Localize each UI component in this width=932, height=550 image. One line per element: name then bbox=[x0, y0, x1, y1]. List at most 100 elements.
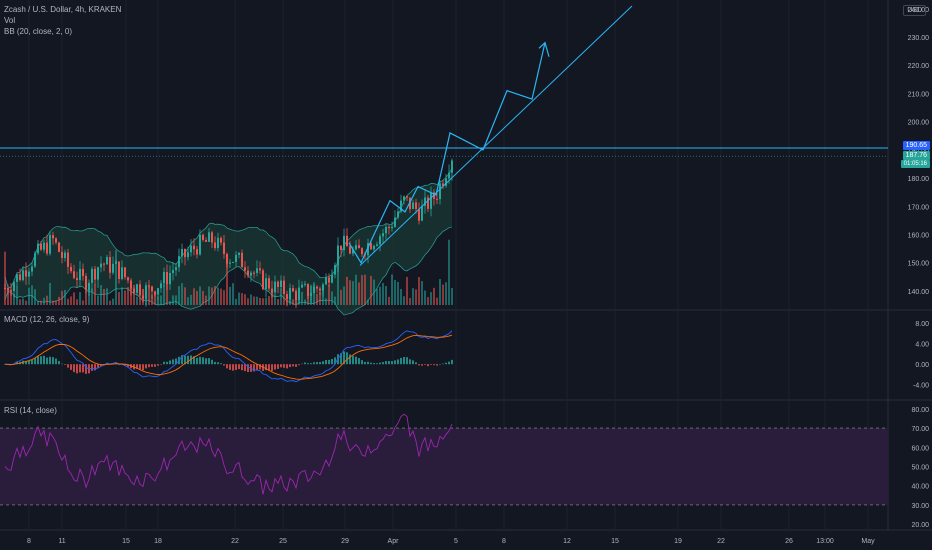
volume-bar bbox=[118, 291, 120, 305]
volume-bar bbox=[358, 282, 360, 305]
macd-histogram-bar bbox=[196, 357, 198, 365]
volume-bar bbox=[313, 283, 315, 305]
macd-histogram-bar bbox=[199, 356, 201, 365]
macd-histogram-bar bbox=[217, 362, 219, 365]
candle-body bbox=[442, 183, 444, 186]
candle-body bbox=[322, 284, 324, 291]
rsi-tick-label: 70.00 bbox=[911, 426, 929, 433]
candle-body bbox=[430, 192, 432, 209]
candle-body bbox=[355, 245, 357, 250]
macd-histogram-bar bbox=[58, 361, 60, 365]
candle-body bbox=[340, 245, 342, 251]
candle-body bbox=[253, 272, 255, 274]
volume-bar bbox=[415, 289, 417, 305]
bollinger-legend[interactable]: BB (20, close, 2, 0) bbox=[4, 27, 73, 36]
macd-histogram-bar bbox=[91, 364, 93, 371]
volume-bar bbox=[412, 288, 414, 305]
line-price-tag: 190.65 bbox=[902, 141, 930, 150]
volume-bar bbox=[325, 298, 327, 305]
volume-bar bbox=[247, 298, 249, 305]
volume-bar bbox=[4, 251, 6, 305]
candle-body bbox=[37, 243, 39, 254]
macd-histogram-bar bbox=[235, 364, 237, 370]
volume-bar bbox=[364, 274, 366, 305]
macd-histogram-bar bbox=[322, 361, 324, 365]
candle-body bbox=[175, 267, 177, 271]
macd-histogram-bar bbox=[391, 361, 393, 365]
macd-histogram-bar bbox=[274, 364, 276, 370]
volume-bar bbox=[43, 297, 45, 305]
candle-body bbox=[181, 248, 183, 257]
candle-body bbox=[304, 283, 306, 285]
volume-bar bbox=[403, 296, 405, 305]
price-tick-label: 170.00 bbox=[908, 204, 930, 211]
macd-histogram-bar bbox=[202, 357, 204, 365]
candle-body bbox=[4, 288, 6, 290]
volume-bar bbox=[151, 294, 153, 305]
macd-histogram-bar bbox=[364, 361, 366, 365]
volume-bar bbox=[211, 287, 213, 305]
candle-body bbox=[61, 251, 63, 258]
candle-body bbox=[223, 242, 225, 254]
volume-legend[interactable]: Vol bbox=[4, 16, 16, 25]
rsi-legend[interactable]: RSI (14, close) bbox=[4, 406, 57, 415]
macd-histogram-bar bbox=[301, 363, 303, 365]
volume-bar bbox=[85, 290, 87, 305]
candle-body bbox=[319, 288, 321, 291]
macd-histogram-bar bbox=[52, 357, 54, 365]
macd-histogram-bar bbox=[145, 364, 147, 369]
macd-histogram-bar bbox=[46, 357, 48, 365]
macd-legend[interactable]: MACD (12, 26, close, 9) bbox=[4, 315, 90, 324]
symbol-title[interactable]: Zcash / U.S. Dollar, 4h, KRAKEN bbox=[4, 5, 122, 14]
candle-body bbox=[154, 291, 156, 295]
macd-histogram-bar bbox=[184, 355, 186, 365]
macd-histogram-bar bbox=[355, 356, 357, 365]
macd-histogram-bar bbox=[268, 364, 270, 371]
volume-bar bbox=[376, 288, 378, 305]
volume-bar bbox=[373, 279, 375, 305]
macd-histogram-bar bbox=[64, 364, 66, 365]
candle-body bbox=[385, 226, 387, 234]
macd-histogram-bar bbox=[70, 364, 72, 370]
candle-body bbox=[421, 205, 423, 221]
macd-histogram-bar bbox=[28, 360, 30, 365]
currency-button[interactable]: USD bbox=[903, 5, 926, 16]
macd-tick-label: -4.00 bbox=[913, 383, 929, 390]
macd-histogram-bar bbox=[76, 364, 78, 374]
candle-body bbox=[445, 178, 447, 186]
volume-bar bbox=[304, 299, 306, 305]
macd-histogram-bar bbox=[352, 355, 354, 365]
candle-body bbox=[172, 270, 174, 274]
macd-histogram-bar bbox=[169, 360, 171, 365]
candle-body bbox=[349, 246, 351, 254]
time-tick-label: 8 bbox=[502, 538, 506, 545]
volume-bar bbox=[34, 289, 36, 305]
candle-body bbox=[388, 226, 390, 229]
macd-histogram-bar bbox=[151, 364, 153, 367]
candle-body bbox=[193, 245, 195, 250]
volume-bar bbox=[340, 289, 342, 305]
volume-bar bbox=[271, 292, 273, 305]
candle-body bbox=[124, 267, 126, 278]
macd-histogram-bar bbox=[181, 355, 183, 365]
candle-body bbox=[367, 243, 369, 256]
macd-histogram-bar bbox=[409, 359, 411, 365]
macd-histogram-bar bbox=[346, 352, 348, 365]
candle-body bbox=[232, 261, 234, 263]
macd-histogram-bar bbox=[187, 355, 189, 365]
macd-histogram-bar bbox=[190, 355, 192, 365]
volume-bar bbox=[37, 300, 39, 305]
macd-histogram-bar bbox=[382, 362, 384, 365]
candle-body bbox=[31, 266, 33, 272]
candle-body bbox=[151, 286, 153, 292]
volume-bar bbox=[52, 300, 54, 305]
countdown-tag: 01:05:16 bbox=[900, 160, 930, 168]
candle-body bbox=[43, 242, 45, 250]
macd-histogram-bar bbox=[136, 364, 138, 369]
candle-body bbox=[358, 245, 360, 249]
volume-bar bbox=[169, 300, 171, 305]
volume-bar bbox=[100, 285, 102, 305]
volume-bar bbox=[421, 281, 423, 305]
volume-bar bbox=[172, 295, 174, 305]
